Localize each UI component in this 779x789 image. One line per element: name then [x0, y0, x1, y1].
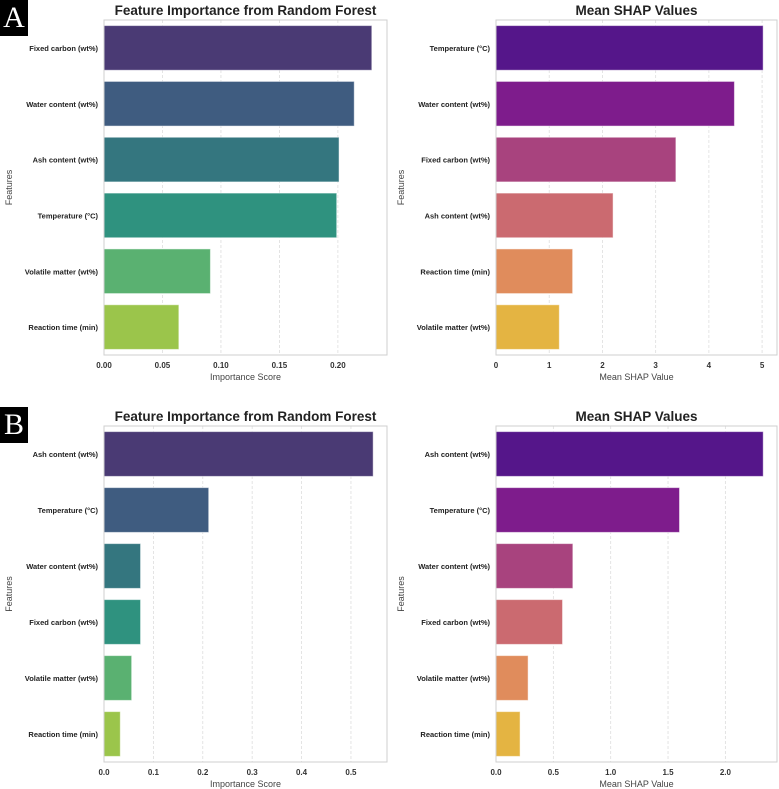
y-tick-label: Reaction time (min) — [28, 323, 98, 332]
y-tick-label: Reaction time (min) — [28, 730, 98, 739]
x-tick-label: 2 — [600, 361, 605, 370]
bar — [495, 711, 521, 757]
bar — [495, 304, 560, 350]
y-tick-label: Temperature (°C) — [430, 506, 491, 515]
x-tick-label: 0.1 — [148, 768, 160, 777]
chart-4: 0.0 0.5 1.0 1.5 2.0 Ash content (wt%) Temperat… — [396, 409, 778, 789]
x-tick-label: 0.05 — [155, 361, 171, 370]
bar — [103, 25, 373, 71]
bar — [103, 192, 338, 239]
x-tick-label: 2.0 — [720, 768, 732, 777]
chart-title: Mean SHAP Values — [575, 3, 697, 18]
x-axis-label: Importance Score — [210, 779, 281, 789]
bar — [103, 599, 142, 645]
bar — [495, 248, 574, 295]
plot-frame — [495, 19, 778, 356]
y-tick-label: Temperature (°C) — [430, 44, 491, 53]
y-tick-label: Water content (wt%) — [418, 562, 490, 571]
bar — [103, 136, 340, 183]
chart-1: 0.00 0.05 0.10 0.15 0.20 Fixed carbon (wt%) Wa… — [4, 3, 388, 382]
x-tick-label: 0.0 — [490, 768, 502, 777]
bar — [103, 80, 355, 127]
y-tick-label: Ash content (wt%) — [33, 156, 99, 165]
bar — [495, 136, 677, 183]
y-tick-label: Reaction time (min) — [420, 730, 490, 739]
x-tick-label: 0.5 — [548, 768, 560, 777]
chart-3: 0.0 0.1 0.2 0.3 0.4 0.5 Ash content (wt%) Tempe… — [4, 409, 388, 789]
bar — [495, 431, 764, 477]
x-axis-label: Mean SHAP Value — [599, 779, 673, 789]
x-tick-label: 1.5 — [662, 768, 674, 777]
y-tick-label: Temperature (°C) — [38, 211, 99, 220]
y-tick-label: Temperature (°C) — [38, 506, 99, 515]
bar — [103, 655, 133, 701]
panel-label-a: A — [0, 0, 28, 36]
x-tick-label: 5 — [760, 361, 765, 370]
chart-title: Mean SHAP Values — [575, 409, 697, 424]
bar — [103, 711, 121, 757]
plot-frame — [103, 425, 388, 763]
x-tick-label: 1 — [547, 361, 552, 370]
bar — [495, 25, 764, 71]
x-tick-label: 0.0 — [98, 768, 110, 777]
bar — [495, 192, 614, 239]
bar — [495, 80, 735, 127]
plot-frame — [103, 19, 388, 356]
x-tick-label: 0.3 — [247, 768, 259, 777]
bar — [103, 304, 180, 350]
x-tick-label: 1.0 — [605, 768, 617, 777]
bar — [495, 655, 529, 701]
x-tick-label: 4 — [707, 361, 712, 370]
bar — [495, 599, 564, 645]
bar — [495, 543, 574, 589]
y-tick-label: Fixed carbon (wt%) — [29, 44, 98, 53]
y-tick-label: Water content (wt%) — [26, 100, 98, 109]
x-tick-label: 3 — [653, 361, 658, 370]
y-tick-label: Fixed carbon (wt%) — [29, 618, 98, 627]
plot-frame — [495, 425, 778, 763]
y-tick-label: Fixed carbon (wt%) — [421, 618, 490, 627]
x-tick-label: 0.10 — [213, 361, 229, 370]
bar — [495, 487, 681, 533]
y-tick-label: Volatile matter (wt%) — [417, 323, 491, 332]
x-tick-label: 0.00 — [96, 361, 112, 370]
x-tick-label: 0 — [494, 361, 499, 370]
y-tick-label: Volatile matter (wt%) — [417, 674, 491, 683]
chart-2: 0 1 2 3 4 5 Temperature (°C) Water content (wt%… — [396, 3, 778, 382]
bar — [103, 248, 211, 295]
x-axis-label: Importance Score — [210, 372, 281, 382]
y-axis-label: Features — [4, 576, 14, 612]
y-tick-label: Ash content (wt%) — [33, 450, 99, 459]
x-axis-label: Mean SHAP Value — [599, 372, 673, 382]
y-tick-label: Volatile matter (wt%) — [25, 674, 99, 683]
y-axis-label: Features — [4, 169, 14, 205]
x-tick-label: 0.5 — [345, 768, 357, 777]
y-tick-label: Ash content (wt%) — [425, 211, 491, 220]
y-tick-label: Reaction time (min) — [420, 267, 490, 276]
y-tick-label: Fixed carbon (wt%) — [421, 156, 490, 165]
chart-title: Feature Importance from Random Forest — [115, 3, 377, 18]
y-tick-label: Ash content (wt%) — [425, 450, 491, 459]
bar — [103, 487, 210, 533]
y-axis-label: Features — [396, 169, 406, 205]
y-tick-label: Water content (wt%) — [418, 100, 490, 109]
y-tick-label: Volatile matter (wt%) — [25, 267, 99, 276]
x-tick-label: 0.4 — [296, 768, 308, 777]
x-tick-label: 0.2 — [197, 768, 209, 777]
panel-label-b: B — [0, 407, 28, 443]
x-tick-label: 0.15 — [272, 361, 288, 370]
bar — [103, 431, 374, 477]
y-tick-label: Water content (wt%) — [26, 562, 98, 571]
bar — [103, 543, 142, 589]
y-axis-label: Features — [396, 576, 406, 612]
x-tick-label: 0.20 — [330, 361, 346, 370]
chart-title: Feature Importance from Random Forest — [115, 409, 377, 424]
